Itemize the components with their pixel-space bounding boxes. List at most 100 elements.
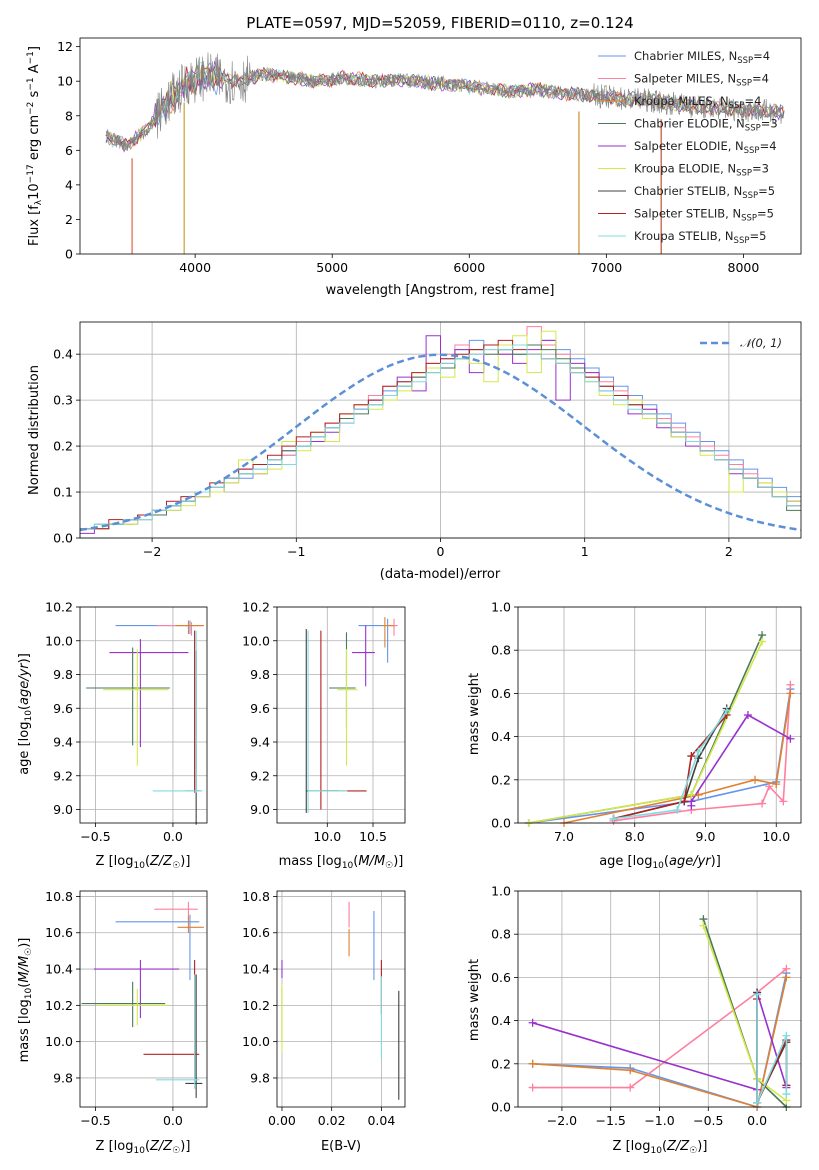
histogram-legend: 𝒩(0, 1): [700, 336, 782, 350]
weight-age-xlabel: age [log10(age/yr)]: [599, 854, 721, 871]
y-tick-label: 10.2: [242, 600, 270, 615]
panel-frame: [517, 890, 802, 1108]
panel-content: 10.0 10.5 9.0 9.2 9.4 9.6 9.8 10.0 10.2: [242, 600, 406, 844]
weight-marker: [786, 734, 795, 743]
weight-marker: [751, 775, 760, 784]
histogram-ylabel: Normed distribution: [27, 365, 42, 495]
weight-marker: [673, 806, 682, 815]
y-tick-label: 10.2: [45, 998, 73, 1013]
panel-frame: [276, 606, 406, 824]
weight-marker: [626, 1083, 635, 1092]
weight-marker: [680, 797, 689, 806]
x-tick-label: 0: [437, 544, 445, 559]
y-tick-label: 10: [57, 74, 73, 89]
y-tick-label: 9.8: [53, 667, 73, 682]
y-tick-label: 9.0: [250, 802, 270, 817]
x-tick-label: −0.5: [693, 1113, 723, 1128]
y-tick-label: 1.0: [491, 884, 511, 899]
weight-marker: [772, 780, 781, 789]
y-tick-label: 0.0: [491, 816, 511, 831]
x-tick-label: 8.0: [625, 829, 645, 844]
y-tick-label: 0.3: [53, 393, 73, 408]
y-tick-label: 9.0: [53, 802, 73, 817]
weight-marker: [786, 689, 795, 698]
residual-histogram-panel: −2 −1 0 1 2 0.0 0.1 0.2 0.3 0.4 (data-model)/erro…: [27, 321, 802, 582]
y-tick-label: 2: [65, 212, 73, 227]
x-tick-label: 4000: [179, 260, 211, 275]
age-mass-xlabel: mass [log10(M/M☉)]: [279, 854, 404, 871]
weight-marker: [722, 706, 731, 715]
x-tick-label: 1: [581, 544, 589, 559]
age-z-ylabel: age [log10(age/yr)]: [17, 653, 34, 775]
weight-line: [756, 994, 788, 1104]
y-tick-label: 10.8: [242, 889, 270, 904]
weight-marker: [782, 973, 791, 982]
x-tick-label: 6000: [453, 260, 485, 275]
y-tick-label: 9.4: [250, 735, 270, 750]
y-tick-label: 12: [57, 39, 73, 54]
x-tick-label: 0.02: [318, 1113, 346, 1128]
histogram-series: [79, 344, 801, 538]
x-tick-label: −1: [287, 544, 305, 559]
y-tick-label: 9.8: [250, 667, 270, 682]
panel-content: −0.5 0.0 9.0 9.2 9.4 9.6 9.8 10.0 10.2: [45, 600, 208, 844]
weight-marker: [609, 814, 618, 823]
x-tick-label: −2: [143, 544, 161, 559]
legend-label: Kroupa STELIB, NSSP=5: [634, 229, 766, 246]
gaussian-curve: [79, 353, 802, 532]
weight-marker: [743, 711, 752, 719]
panel-content: −0.5 0.0 9.8 10.0 10.2 10.4 10.6 10.8: [45, 889, 208, 1128]
x-tick-label: 10.0: [313, 829, 341, 844]
histogram-series: [79, 330, 801, 538]
spectrum-title: PLATE=0597, MJD=52059, FIBERID=0110, z=0…: [246, 14, 633, 32]
y-tick-label: 10.2: [242, 998, 270, 1013]
x-tick-label: −0.5: [80, 829, 110, 844]
mass-vs-extinction-panel: E(B-V) 0.00 0.02 0.04 9.8 10.0 10.2 10.4 10.6 10…: [242, 889, 406, 1154]
y-tick-label: 0.0: [53, 531, 73, 546]
y-tick-label: 10.6: [242, 925, 270, 940]
y-tick-label: 9.2: [250, 768, 270, 783]
y-tick-label: 0.8: [491, 927, 511, 942]
weight-line: [613, 710, 728, 820]
weight-marker: [753, 1098, 762, 1107]
x-tick-label: 2: [725, 544, 733, 559]
x-tick-label: 0.0: [163, 829, 183, 844]
y-tick-label: 0.6: [491, 970, 511, 985]
histogram-xlabel: (data-model)/error: [380, 567, 501, 582]
y-tick-label: 0.4: [491, 729, 511, 744]
weight-marker: [528, 1018, 537, 1027]
panel-content: 7.0 8.0 9.0 10.0 0.0 0.2 0.4 0.6 0.8 1.0: [491, 600, 802, 844]
panel-frame: [79, 606, 208, 824]
y-tick-label: 0.0: [491, 1100, 511, 1115]
weight-z-ylabel: mass weight: [467, 959, 482, 1041]
weight-marker: [528, 1059, 537, 1068]
y-tick-label: 1.0: [491, 600, 511, 615]
y-tick-label: 9.2: [53, 768, 73, 783]
y-tick-label: 9.8: [53, 1070, 73, 1085]
x-tick-label: 10.0: [762, 829, 790, 844]
y-tick-label: 10.4: [242, 962, 270, 977]
y-tick-label: 0.2: [53, 439, 73, 454]
age-vs-mass-panel: mass [log10(M/M☉)] 10.0 10.5 9.0 9.2 9.4 9.6 9…: [242, 600, 406, 871]
legend-label: Salpeter MILES, NSSP=4: [634, 72, 769, 89]
weight-marker: [782, 1090, 791, 1099]
mass-z-xlabel: Z [log10(Z/Z☉)]: [96, 1139, 191, 1156]
x-tick-label: −0.5: [80, 1113, 110, 1128]
panel-frame: [79, 890, 208, 1108]
weight-marker: [786, 680, 795, 689]
y-tick-label: 10.0: [45, 1034, 73, 1049]
weight-marker: [699, 921, 708, 930]
mass-vs-metallicity-panel: mass [log10(M/M☉)] Z [log10(Z/Z☉)] −0.5 0…: [17, 889, 208, 1156]
age-vs-metallicity-panel: age [log10(age/yr)] Z [log10(Z/Z☉)] −0.5…: [17, 600, 208, 871]
panel-frame: [517, 606, 802, 824]
x-tick-label: 5000: [316, 260, 348, 275]
y-tick-label: 10.0: [45, 633, 73, 648]
weight-marker: [753, 990, 762, 999]
y-tick-label: 9.6: [53, 701, 73, 716]
y-tick-label: 10.0: [242, 1034, 270, 1049]
y-tick-label: 6: [65, 143, 73, 158]
legend-label: Kroupa ELODIE, NSSP=3: [634, 162, 769, 179]
y-tick-label: 10.6: [45, 925, 73, 940]
y-tick-label: 10.8: [45, 889, 73, 904]
